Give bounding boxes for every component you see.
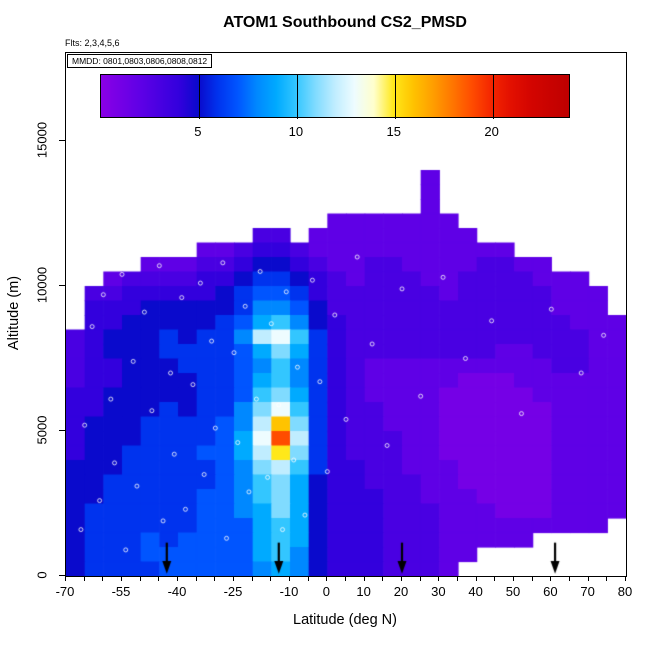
x-axis-tick-label: 10 xyxy=(356,584,371,599)
x-axis-tick-label: 60 xyxy=(543,584,558,599)
x-axis-tick xyxy=(345,576,346,581)
x-axis-tick-label: -10 xyxy=(279,584,299,599)
x-axis-tick-label: 30 xyxy=(431,584,446,599)
x-axis-tick xyxy=(289,576,290,581)
x-axis-tick xyxy=(438,576,440,581)
x-axis-tick xyxy=(139,576,141,581)
chart-title: ATOM1 Southbound CS2_PMSD xyxy=(223,14,467,31)
x-axis-tick xyxy=(83,576,85,581)
x-axis-tick-label: 80 xyxy=(617,584,633,599)
y-axis: 0 5000 10000 15000 xyxy=(0,52,65,579)
x-axis-tick xyxy=(531,576,533,581)
x-axis-tick-label: -55 xyxy=(111,584,131,599)
y-axis-title: Altitude (m) xyxy=(6,275,22,351)
y-axis-tick xyxy=(59,140,65,141)
x-axis-tick xyxy=(587,576,589,581)
colorbar-tick-label: 5 xyxy=(194,124,202,139)
x-axis-tick xyxy=(65,576,66,581)
x-axis-tick xyxy=(625,576,626,581)
x-axis-tick-label: 40 xyxy=(468,584,483,599)
mmdd-legend-box: MMDD: 0801,0803,0806,0808,0812 xyxy=(67,54,213,68)
x-axis-tick xyxy=(102,576,104,581)
x-axis-tick xyxy=(475,576,477,581)
x-axis-title: Latitude (deg N) xyxy=(293,612,397,628)
x-axis-tick xyxy=(307,576,309,581)
x-axis-tick-label: -40 xyxy=(167,584,187,599)
x-axis-tick xyxy=(419,576,421,581)
y-axis-tick-label: 5000 xyxy=(34,415,50,445)
x-axis-tick xyxy=(233,576,234,581)
x-axis-tick xyxy=(513,576,514,581)
x-axis-tick-label: -25 xyxy=(223,584,243,599)
x-axis-tick xyxy=(251,576,253,581)
colorbar-tick xyxy=(198,75,200,119)
x-axis-tick xyxy=(457,576,458,581)
x-axis-tick xyxy=(401,576,402,581)
x-axis-tick xyxy=(382,576,384,581)
colorbar-tick-label: 10 xyxy=(288,124,304,139)
y-axis-tick xyxy=(59,430,65,431)
colorbar-tick xyxy=(296,75,298,119)
x-axis-tick-label: -70 xyxy=(55,584,75,599)
x-axis-tick xyxy=(363,576,365,581)
flights-label: Flts: 2,3,4,5,6 xyxy=(65,38,120,48)
x-axis-tick xyxy=(195,576,197,581)
x-axis-tick xyxy=(158,576,160,581)
x-axis-tick xyxy=(121,576,122,581)
y-axis-tick-label: 15000 xyxy=(34,121,50,159)
y-axis-tick xyxy=(59,285,65,286)
y-axis-tick-label: 10000 xyxy=(34,266,50,304)
x-axis-tick-label: 70 xyxy=(580,584,595,599)
x-axis-tick xyxy=(177,576,178,581)
x-axis-tick-label: 0 xyxy=(322,584,330,599)
x-axis-tick-label: 50 xyxy=(505,584,521,599)
colorbar-tick xyxy=(394,75,396,119)
y-axis-tick xyxy=(59,575,65,576)
colorbar-tick-label: 15 xyxy=(386,124,401,139)
colorbar-gradient xyxy=(100,74,570,119)
colorbar-tick xyxy=(492,75,494,119)
x-axis-tick xyxy=(326,576,328,581)
x-axis-tick xyxy=(494,576,496,581)
y-axis-tick-label: 0 xyxy=(34,571,50,579)
heatmap-canvas xyxy=(66,53,626,576)
x-axis-tick xyxy=(569,576,570,581)
x-axis-tick xyxy=(270,576,272,581)
x-axis-tick xyxy=(214,576,216,581)
plot-area xyxy=(65,52,627,577)
x-axis-tick xyxy=(550,576,552,581)
x-axis: -70 -55 -40 -25 -10 0 10 20 30 40 50 60 70 80 xyxy=(56,576,632,610)
x-axis-tick xyxy=(606,576,608,581)
colorbar-tick-label: 20 xyxy=(484,124,499,139)
x-axis-tick-label: 20 xyxy=(393,584,409,599)
colorbar: 5 10 15 20 xyxy=(100,74,570,139)
